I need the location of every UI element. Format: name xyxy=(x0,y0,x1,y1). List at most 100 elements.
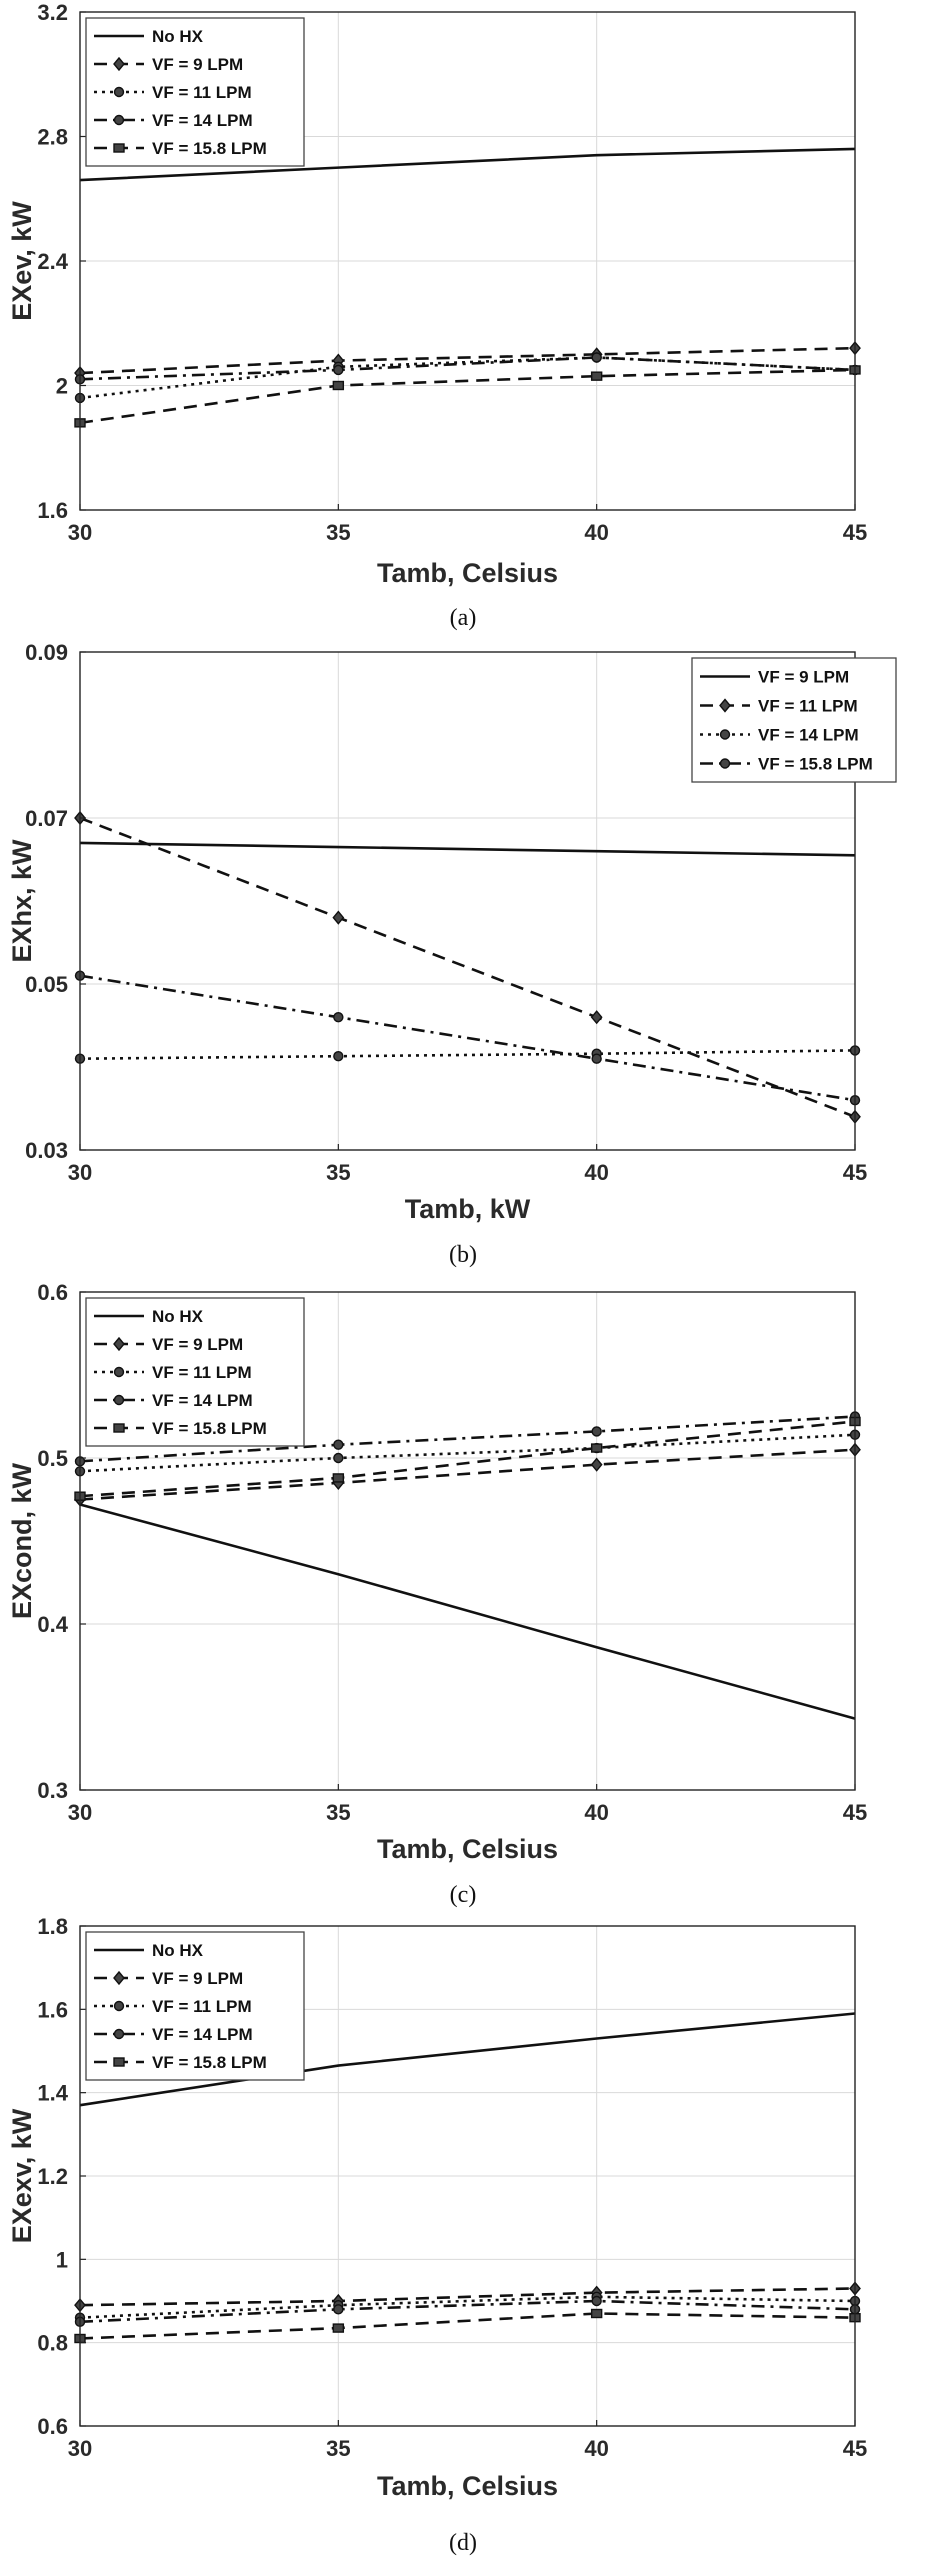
x-tick-label: 35 xyxy=(326,1160,350,1185)
legend-marker xyxy=(113,143,125,153)
legend-entry-label: VF = 11 LPM xyxy=(152,1997,252,2016)
figure-caption: (a) xyxy=(450,605,477,631)
data-point xyxy=(590,2308,603,2319)
x-axis-label: Tamb, Celsius xyxy=(377,558,558,588)
chart-d: 30 35 40 45 0.6 0.8 1 1.2 1.4 1.6 1.8 Tamb, Celsius… xyxy=(7,1914,867,2556)
legend-marker xyxy=(113,1423,125,1433)
series-line-no-hx xyxy=(79,147,856,182)
legend-marker xyxy=(113,2000,125,2012)
series-line-vf-11-lpm xyxy=(79,816,856,1119)
legend-entry-label: VF = 15.8 LPM xyxy=(152,139,267,158)
x-tick-label: 30 xyxy=(68,520,92,545)
y-tick-label: 0.8 xyxy=(37,2331,68,2356)
data-point xyxy=(590,1443,603,1453)
chart-a: 30 35 40 45 1.6 2 2.4 2.8 3.2 Tamb, Celsius EXev, … xyxy=(7,0,867,631)
data-point xyxy=(333,1051,344,1062)
data-point xyxy=(333,1452,344,1464)
data-point xyxy=(591,1426,602,1437)
x-axis-label: Tamb, Celsius xyxy=(377,2471,558,2501)
y-axis-label: EXcond, kW xyxy=(7,1462,37,1619)
y-tick-label: 2 xyxy=(56,374,68,399)
legend-marker xyxy=(113,1366,125,1378)
data-point xyxy=(590,371,603,381)
legend-entry-label: VF = 15.8 LPM xyxy=(152,1419,267,1438)
y-tick-label: 0.05 xyxy=(25,972,68,997)
series-line-vf-11-lpm xyxy=(79,2295,856,2319)
x-tick-label: 45 xyxy=(843,1800,867,1825)
legend-entry-label: VF = 9 LPM xyxy=(152,1335,243,1354)
series-line-vf-11-lpm xyxy=(79,1433,856,1473)
data-point xyxy=(333,364,344,376)
x-tick-label: 45 xyxy=(843,520,867,545)
x-tick-label: 30 xyxy=(68,1160,92,1185)
y-tick-label: 1.6 xyxy=(37,1997,68,2022)
y-tick-label: 2.8 xyxy=(37,125,68,150)
y-axis-label: EXev, kW xyxy=(7,201,37,321)
x-tick-label: 40 xyxy=(584,520,608,545)
legend-entry-label: VF = 14 LPM xyxy=(152,2025,253,2044)
y-tick-label: 0.03 xyxy=(25,1138,68,1163)
y-axis-label: EXhx, kW xyxy=(7,839,37,963)
data-point xyxy=(332,910,345,925)
x-tick-label: 40 xyxy=(584,2436,608,2461)
legend-marker xyxy=(719,698,731,713)
series-line-vf-14-lpm xyxy=(79,1049,856,1060)
plot-area-frame xyxy=(79,651,856,1151)
x-tick-label: 35 xyxy=(326,520,350,545)
x-tick-label: 35 xyxy=(326,1800,350,1825)
figure-caption: (b) xyxy=(449,1242,477,1268)
plot-area-frame xyxy=(79,1291,856,1791)
series-line-no-hx xyxy=(79,2012,856,2107)
legend-marker xyxy=(113,1394,125,1406)
data-point xyxy=(590,1010,603,1025)
legend-entry-label: VF = 11 LPM xyxy=(152,1363,252,1382)
legend-entry-label: VF = 14 LPM xyxy=(152,111,253,130)
figure-caption: (d) xyxy=(449,2530,477,2556)
data-point xyxy=(333,1012,344,1023)
y-tick-label: 1.6 xyxy=(37,498,68,523)
series-line-vf-9-lpm xyxy=(79,346,856,375)
y-tick-label: 0.4 xyxy=(37,1612,68,1637)
legend-marker xyxy=(113,2028,125,2040)
legend-marker xyxy=(113,56,125,72)
series-line-vf-15-8-lpm xyxy=(79,974,856,1102)
legend-marker xyxy=(113,1970,125,1986)
series-line-vf-14-lpm xyxy=(79,1415,856,1463)
series-line-vf-9-lpm xyxy=(79,1448,856,1501)
legend-entry-label: VF = 15.8 LPM xyxy=(152,2053,267,2072)
chart-b: 30 35 40 45 0.03 0.05 0.07 0.09 Tamb, kW EXhx, kW… xyxy=(7,640,897,1268)
y-axis-label: EXexv, kW xyxy=(7,2108,37,2243)
legend-entry-label: VF = 14 LPM xyxy=(152,1391,253,1410)
data-point xyxy=(332,380,345,391)
series-line-vf-15-8-lpm xyxy=(79,368,856,425)
legend-entry-label: VF = 9 LPM xyxy=(152,1969,243,1988)
y-tick-label: 1.8 xyxy=(37,1914,68,1939)
figure-caption: (c) xyxy=(450,1882,477,1908)
legend-entry-label: No HX xyxy=(152,27,204,46)
series-line-vf-11-lpm xyxy=(79,356,856,400)
x-axis-label: Tamb, Celsius xyxy=(377,1834,558,1864)
y-tick-label: 2.4 xyxy=(37,249,68,274)
legend-marker xyxy=(719,758,731,769)
legend-marker xyxy=(113,86,125,98)
legend-marker xyxy=(113,1336,125,1352)
data-point xyxy=(332,1473,345,1483)
legend-marker xyxy=(113,2057,125,2067)
y-tick-label: 1 xyxy=(56,2247,68,2272)
x-tick-label: 40 xyxy=(584,1160,608,1185)
legend-entry-label: VF = 9 LPM xyxy=(758,668,849,687)
y-tick-label: 0.09 xyxy=(25,640,68,665)
y-tick-label: 0.6 xyxy=(37,1280,68,1305)
series-line-vf-15-8-lpm xyxy=(79,2312,856,2340)
data-point xyxy=(332,2323,345,2333)
legend-marker xyxy=(719,729,731,740)
series-line-vf-15-8-lpm xyxy=(79,1420,856,1498)
y-tick-label: 0.5 xyxy=(37,1446,68,1471)
x-axis-label: Tamb, kW xyxy=(405,1194,531,1224)
y-tick-label: 0.6 xyxy=(37,2414,68,2439)
chart-c: 30 35 40 45 0.3 0.4 0.5 0.6 Tamb, Celsius EXcond,… xyxy=(7,1280,867,1908)
legend-entry-label: No HX xyxy=(152,1307,204,1326)
series-line-vf-14-lpm xyxy=(79,356,856,381)
y-tick-label: 1.4 xyxy=(37,2081,68,2106)
x-tick-label: 45 xyxy=(843,2436,867,2461)
